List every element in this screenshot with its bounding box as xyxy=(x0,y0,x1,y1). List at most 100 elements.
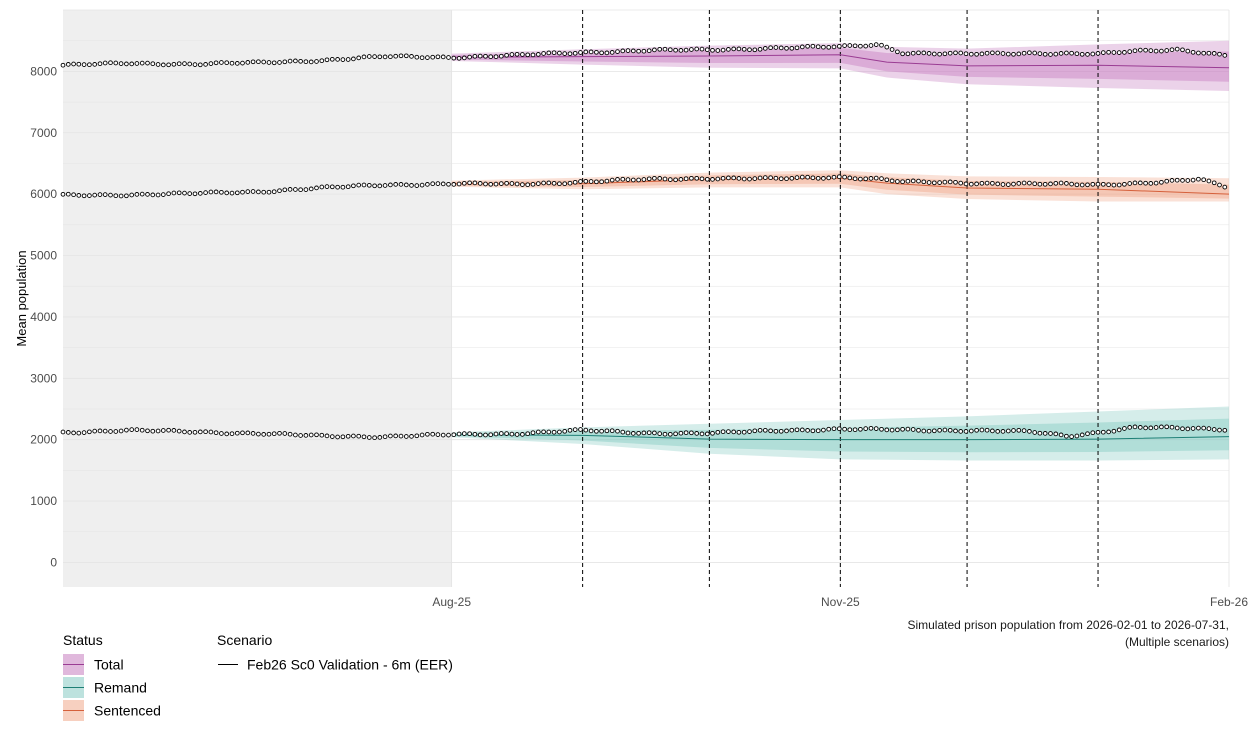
observed-point-total xyxy=(314,59,319,64)
observed-point-total xyxy=(446,55,451,60)
observed-point-sentenced xyxy=(139,191,145,197)
observed-point-total xyxy=(113,60,119,66)
observed-point-sentenced xyxy=(81,193,87,199)
x-tick-label: Feb-26 xyxy=(1210,595,1248,609)
observed-point-remand xyxy=(324,433,330,439)
observed-point-remand xyxy=(97,428,103,434)
observed-point-sentenced xyxy=(493,181,499,187)
observed-point-remand xyxy=(937,427,942,433)
observed-point-sentenced xyxy=(451,182,457,187)
observed-point-total xyxy=(667,47,673,53)
observed-point-sentenced xyxy=(1137,180,1143,186)
observed-point-remand xyxy=(1196,425,1201,431)
observed-point-total xyxy=(958,50,964,56)
observed-point-remand xyxy=(757,427,763,433)
observed-point-remand xyxy=(1090,430,1096,436)
observed-point-sentenced xyxy=(282,187,288,193)
observed-point-sentenced xyxy=(799,174,805,180)
observed-point-total xyxy=(308,59,314,65)
observed-point-sentenced xyxy=(810,175,816,181)
observed-point-total xyxy=(583,49,589,55)
observed-point-total xyxy=(1005,51,1011,57)
observed-point-total xyxy=(1079,51,1085,57)
observed-point-total xyxy=(1027,50,1032,56)
observed-point-total xyxy=(831,44,837,50)
observed-point-sentenced xyxy=(931,180,937,186)
observed-point-total xyxy=(773,45,779,50)
observed-point-sentenced xyxy=(113,193,119,199)
historical-period-shade xyxy=(63,10,452,587)
observed-point-total xyxy=(926,51,932,56)
observed-point-sentenced xyxy=(171,190,177,196)
observed-point-sentenced xyxy=(641,177,647,182)
observed-point-total xyxy=(1021,50,1027,56)
legend: Status Total Remand Sentenced Scenario Feb26 … xyxy=(63,632,453,721)
observed-point-sentenced xyxy=(520,182,525,187)
observed-point-remand xyxy=(1127,425,1133,430)
observed-point-sentenced xyxy=(87,193,92,198)
observed-point-remand xyxy=(926,428,932,434)
observed-point-total xyxy=(76,61,82,67)
observed-point-remand xyxy=(171,428,177,433)
observed-point-remand xyxy=(567,427,573,433)
observed-point-total xyxy=(419,55,425,61)
observed-point-total xyxy=(572,50,578,56)
observed-point-total xyxy=(118,61,124,66)
observed-point-sentenced xyxy=(425,182,430,187)
observed-point-total xyxy=(1180,47,1185,53)
observed-point-total xyxy=(150,61,156,67)
observed-point-remand xyxy=(931,428,937,434)
observed-point-remand xyxy=(873,426,879,431)
observed-point-sentenced xyxy=(234,190,240,196)
observed-point-sentenced xyxy=(836,174,842,180)
observed-point-total xyxy=(293,58,298,64)
ribbon-inner-remand xyxy=(451,418,1230,453)
observed-point-sentenced xyxy=(287,187,293,192)
observed-point-sentenced xyxy=(636,177,641,183)
observed-point-sentenced xyxy=(921,179,927,185)
observed-point-remand xyxy=(366,435,372,440)
observed-point-sentenced xyxy=(124,193,129,199)
observed-point-total xyxy=(1032,50,1038,56)
observed-point-remand xyxy=(1000,429,1006,434)
observed-point-remand xyxy=(1174,425,1180,431)
observed-point-total xyxy=(430,54,436,60)
observed-point-remand xyxy=(916,427,921,433)
observed-point-total xyxy=(1211,51,1217,56)
observed-point-sentenced xyxy=(76,193,82,198)
observed-point-total xyxy=(102,60,108,66)
observed-point-remand xyxy=(963,429,969,434)
observed-point-remand xyxy=(414,433,420,439)
observed-point-total xyxy=(942,51,948,57)
observed-point-remand xyxy=(541,429,546,435)
observed-point-sentenced xyxy=(752,176,758,181)
observed-point-sentenced xyxy=(224,190,230,196)
observed-point-total xyxy=(1064,50,1069,56)
observed-point-sentenced xyxy=(419,182,425,188)
observed-point-remand xyxy=(145,428,150,434)
observed-point-total xyxy=(277,60,282,65)
observed-point-sentenced xyxy=(467,180,472,186)
observed-point-total xyxy=(588,49,594,55)
observed-point-remand xyxy=(340,434,346,440)
observed-point-sentenced xyxy=(842,174,847,180)
observed-point-remand xyxy=(947,427,953,433)
observed-point-total xyxy=(599,50,604,56)
observed-point-sentenced xyxy=(562,181,568,187)
x-tick-label: Nov-25 xyxy=(821,595,860,609)
observed-point-sentenced xyxy=(514,181,520,187)
observed-point-sentenced xyxy=(984,180,990,186)
observed-point-sentenced xyxy=(504,180,509,186)
observed-point-remand xyxy=(657,431,663,436)
observed-point-sentenced xyxy=(182,190,187,196)
observed-point-total xyxy=(578,50,583,55)
legend-scenario-label: Feb26 Sc0 Validation - 6m (EER) xyxy=(247,657,453,673)
observed-point-remand xyxy=(113,429,119,434)
observed-point-sentenced xyxy=(382,183,388,188)
observed-point-remand xyxy=(562,428,568,434)
observed-point-total xyxy=(393,53,399,59)
observed-point-sentenced xyxy=(889,178,895,184)
projection-lines xyxy=(451,54,1230,441)
observed-point-sentenced xyxy=(1058,180,1064,186)
